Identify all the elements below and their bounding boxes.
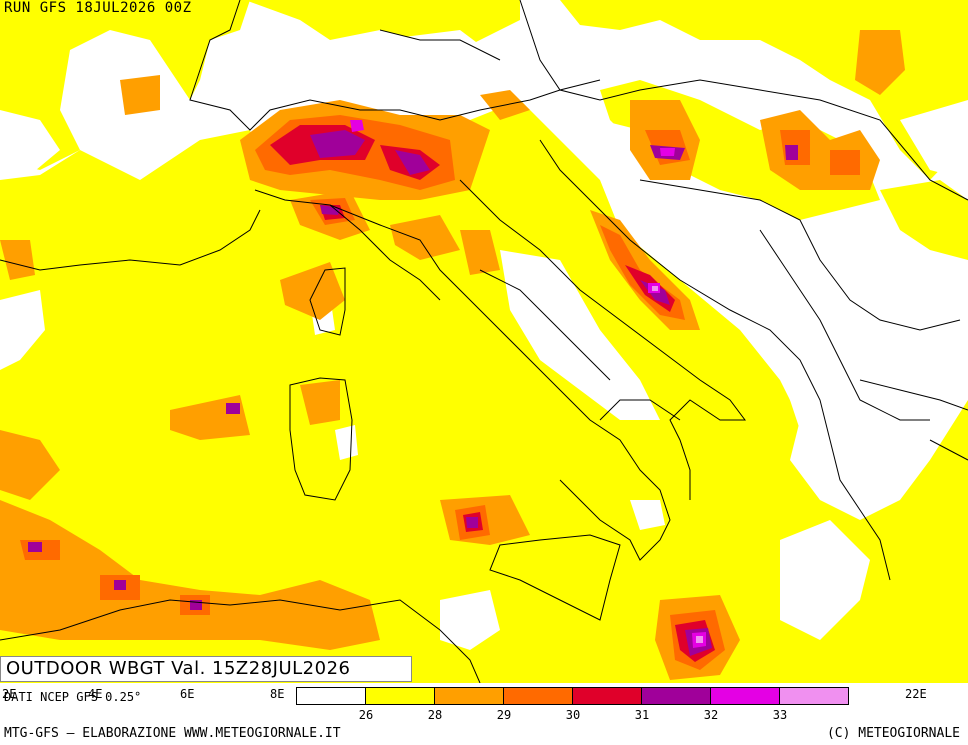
wbgt-level-33-area <box>652 286 703 643</box>
product-title: OUTDOOR WBGT Val. 15Z28JUL2026 <box>6 658 351 679</box>
legend-tick-31: 31 <box>634 708 650 722</box>
legend-swatch-5 <box>641 687 711 705</box>
legend-swatch-2 <box>434 687 504 705</box>
data-source: DATI NCEP GFS 0.25° <box>4 690 142 704</box>
legend-tick-26: 26 <box>358 708 374 722</box>
coastlines-and-borders <box>0 0 968 683</box>
legend-tick-30: 30 <box>565 708 581 722</box>
legend-swatch-0 <box>296 687 366 705</box>
footer-credit: MTG-GFS – ELABORAZIONE WWW.METEOGIORNALE… <box>4 726 341 741</box>
legend-swatch-6 <box>710 687 780 705</box>
product-title-box: OUTDOOR WBGT Val. 15Z28JUL2026 <box>0 656 412 682</box>
legend-tick-28: 28 <box>427 708 443 722</box>
wbgt-level-32-area <box>350 120 706 648</box>
footer-copyright: (C) METEOGIORNALE <box>826 726 960 741</box>
run-info: RUN GFS 18JUL2026 00Z <box>4 0 192 16</box>
legend-tick-33: 33 <box>772 708 788 722</box>
color-legend <box>296 687 849 705</box>
legend-tick-29: 29 <box>496 708 512 722</box>
legend-swatch-1 <box>365 687 435 705</box>
wbgt-map <box>0 0 968 683</box>
legend-swatch-7 <box>779 687 849 705</box>
lon-label-22e: 22E <box>905 687 927 701</box>
legend-tick-32: 32 <box>703 708 719 722</box>
lon-label-8e: 8E <box>270 687 285 701</box>
lon-label-6e: 6E <box>180 687 195 701</box>
lon-label-4e: 4E <box>88 687 103 701</box>
legend-swatch-4 <box>572 687 642 705</box>
lon-label-2e: 2E <box>2 687 17 701</box>
legend-swatch-3 <box>503 687 573 705</box>
